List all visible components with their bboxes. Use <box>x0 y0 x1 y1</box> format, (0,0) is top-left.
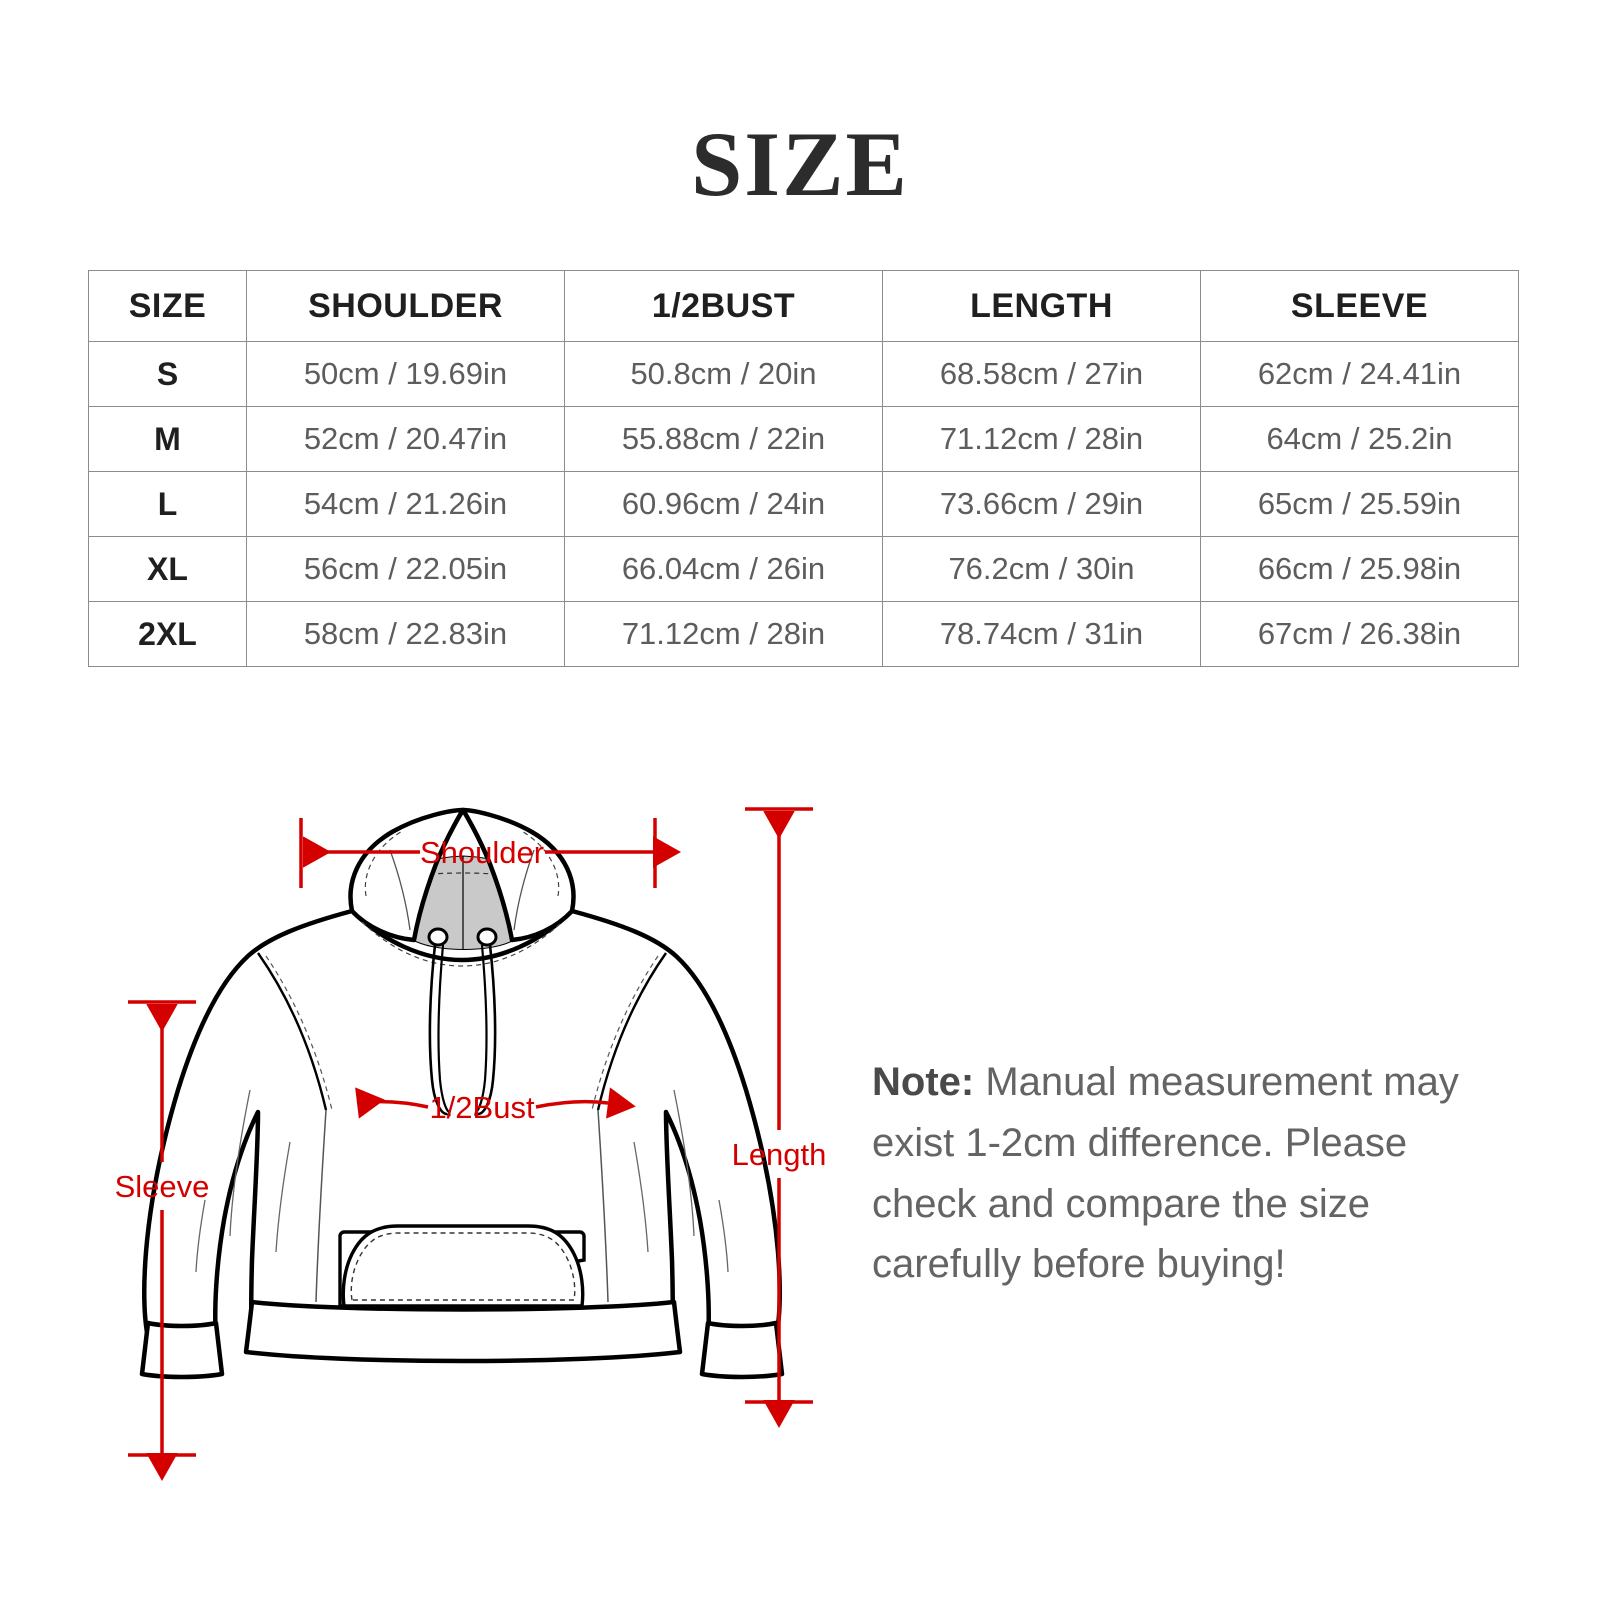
cuff-right <box>699 1320 785 1380</box>
cell-length: 73.66cm / 29in <box>882 471 1201 537</box>
cell-size: S <box>88 341 247 407</box>
cell-sleeve: 67cm / 26.38in <box>1200 601 1519 667</box>
drawstring-left-inner <box>437 944 450 1113</box>
hood-right-edge-stitch <box>519 829 560 897</box>
column-header-length: LENGTH <box>882 270 1201 342</box>
table-row: XL 56cm / 22.05in 66.04cm / 26in 76.2cm … <box>88 536 1519 602</box>
sleeve-fold-right-1 <box>673 1089 695 1237</box>
hood-right-fold <box>513 849 535 931</box>
cell-length: 68.58cm / 27in <box>882 341 1201 407</box>
hood-left-fold <box>389 849 411 931</box>
cell-sleeve: 62cm / 24.41in <box>1200 341 1519 407</box>
hood-right-panel <box>460 807 576 943</box>
cell-bust: 71.12cm / 28in <box>564 601 883 667</box>
cell-shoulder: 52cm / 20.47in <box>246 406 565 472</box>
column-header-shoulder: SHOULDER <box>246 270 565 342</box>
cell-sleeve: 66cm / 25.98in <box>1200 536 1519 602</box>
cell-shoulder: 50cm / 19.69in <box>246 341 565 407</box>
sleeve-fold-right-3 <box>718 1199 729 1273</box>
sleeve-fold-right-2 <box>633 1141 649 1253</box>
side-seam-right <box>597 1109 609 1303</box>
drawstring-left-tip <box>446 1111 451 1117</box>
sleeve-label: Sleeve <box>115 1169 210 1204</box>
drawstring-eyelet-left <box>427 927 449 947</box>
cell-size: XL <box>88 536 247 602</box>
sleeve-fold-left-1 <box>229 1089 251 1237</box>
page-title: SIZE <box>691 113 909 215</box>
cell-length: 78.74cm / 31in <box>882 601 1201 667</box>
cell-shoulder: 54cm / 21.26in <box>246 471 565 537</box>
hoodie-body-outline <box>142 908 782 1341</box>
shoulder-seam-left <box>257 952 328 1111</box>
shoulder-seam-left-stitch <box>265 955 333 1111</box>
hood-left-panel <box>348 807 466 943</box>
shoulder-seam-right <box>596 952 667 1111</box>
kangaroo-pocket-outline <box>341 1224 585 1308</box>
measurement-note: Note: Manual measurement may exist 1-2cm… <box>872 1052 1492 1295</box>
sleeve-fold-left-3 <box>195 1199 206 1273</box>
column-header-sleeve: SLEEVE <box>1200 270 1519 342</box>
shoulder-label: Shoulder <box>420 835 544 870</box>
table-row: L 54cm / 21.26in 60.96cm / 24in 73.66cm … <box>88 471 1519 537</box>
drawstring-right-inner <box>475 944 488 1113</box>
hoodie-illustration <box>139 807 785 1380</box>
neckline-stitch <box>361 921 563 967</box>
note-label: Note: <box>872 1060 975 1104</box>
cell-bust: 60.96cm / 24in <box>564 471 883 537</box>
hood-left-edge-stitch <box>364 829 405 897</box>
sleeve-fold-left-2 <box>275 1141 291 1253</box>
cell-shoulder: 58cm / 22.83in <box>246 601 565 667</box>
shoulder-seam-right-stitch <box>591 955 659 1111</box>
drawstring-eyelet-right <box>476 927 498 947</box>
cell-size: M <box>88 406 247 472</box>
table-header-row: SIZE SHOULDER 1/2BUST LENGTH SLEEVE <box>88 270 1519 342</box>
cell-length: 71.12cm / 28in <box>882 406 1201 472</box>
cell-bust: 55.88cm / 22in <box>564 406 883 472</box>
drawstring-right <box>477 944 497 1116</box>
waistband <box>243 1299 683 1364</box>
drawstring-right-tip <box>474 1111 479 1117</box>
length-label: Length <box>732 1137 827 1172</box>
garment-measurement-diagram: Shoulder 1/2Bust Length Sleeve <box>0 790 880 1550</box>
neckline-seam <box>350 909 574 962</box>
cell-bust: 50.8cm / 20in <box>564 341 883 407</box>
cuff-left <box>139 1320 225 1380</box>
cell-sleeve: 65cm / 25.59in <box>1200 471 1519 537</box>
cell-length: 76.2cm / 30in <box>882 536 1201 602</box>
size-chart-table-container: SIZE SHOULDER 1/2BUST LENGTH SLEEVE S 50… <box>88 270 1519 667</box>
cell-bust: 66.04cm / 26in <box>564 536 883 602</box>
bust-arrow-left-seg <box>355 1087 429 1119</box>
measurement-annotations: Shoulder 1/2Bust Length Sleeve <box>115 807 827 1481</box>
bust-label: 1/2Bust <box>429 1090 535 1125</box>
cell-size: L <box>88 471 247 537</box>
table-row: 2XL 58cm / 22.83in 71.12cm / 28in 78.74c… <box>88 601 1519 667</box>
column-header-bust: 1/2BUST <box>564 270 883 342</box>
note-text: Manual measurement may exist 1-2cm diffe… <box>872 1060 1459 1287</box>
kangaroo-pocket-stitch <box>350 1232 576 1301</box>
bust-arrow-right-seg <box>535 1087 636 1119</box>
table-row: S 50cm / 19.69in 50.8cm / 20in 68.58cm /… <box>88 341 1519 407</box>
drawstring-left <box>428 944 448 1116</box>
side-seam-left <box>315 1109 327 1303</box>
column-header-size: SIZE <box>88 270 247 342</box>
table-row: M 52cm / 20.47in 55.88cm / 22in 71.12cm … <box>88 406 1519 472</box>
cell-shoulder: 56cm / 22.05in <box>246 536 565 602</box>
size-chart-table: SIZE SHOULDER 1/2BUST LENGTH SLEEVE S 50… <box>88 270 1519 667</box>
cell-size: 2XL <box>88 601 247 667</box>
cell-sleeve: 64cm / 25.2in <box>1200 406 1519 472</box>
